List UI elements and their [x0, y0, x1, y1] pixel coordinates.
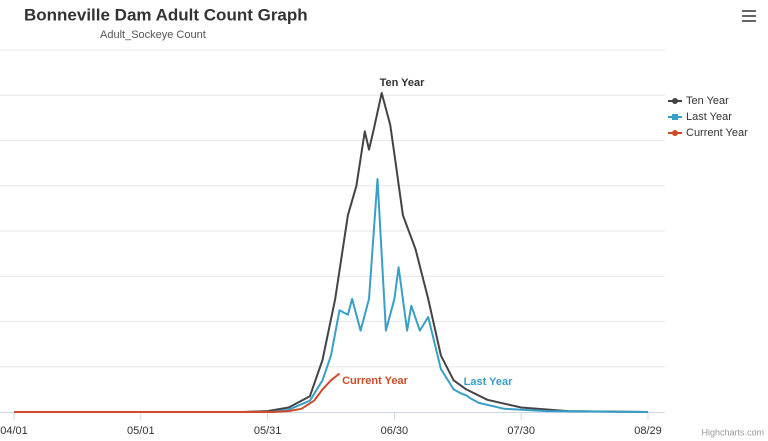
legend-item[interactable]: Current Year	[668, 127, 748, 139]
x-tick-label: 05/31	[254, 425, 282, 437]
series-line	[14, 178, 649, 413]
legend-marker	[672, 98, 678, 104]
series-line	[14, 372, 341, 413]
series-label: Last Year	[464, 376, 513, 388]
series-label: Current Year	[342, 375, 409, 387]
menu-bar	[742, 15, 756, 17]
legend-marker	[672, 114, 678, 120]
credits[interactable]: Highcharts.com	[701, 427, 764, 437]
series-label: Ten Year	[380, 77, 426, 89]
legend-marker	[672, 130, 678, 136]
legend-item[interactable]: Ten Year	[668, 95, 729, 107]
x-tick-label: 06/30	[381, 425, 409, 437]
legend-item[interactable]: Last Year	[668, 111, 732, 123]
series-line	[14, 92, 649, 413]
x-tick-label: 04/01	[0, 425, 28, 437]
chart-title: Bonneville Dam Adult Count Graph	[24, 5, 308, 24]
chart-subtitle: Adult_Sockeye Count	[100, 29, 206, 41]
menu-bar	[742, 10, 756, 12]
x-tick-label: 07/30	[507, 425, 535, 437]
legend-label: Ten Year	[686, 95, 729, 107]
legend-label: Last Year	[686, 111, 732, 123]
legend-label: Current Year	[686, 127, 748, 139]
x-tick-label: 05/01	[127, 425, 155, 437]
menu-button[interactable]	[742, 10, 756, 22]
menu-bar	[742, 20, 756, 22]
x-tick-label: 08/29	[634, 425, 662, 437]
